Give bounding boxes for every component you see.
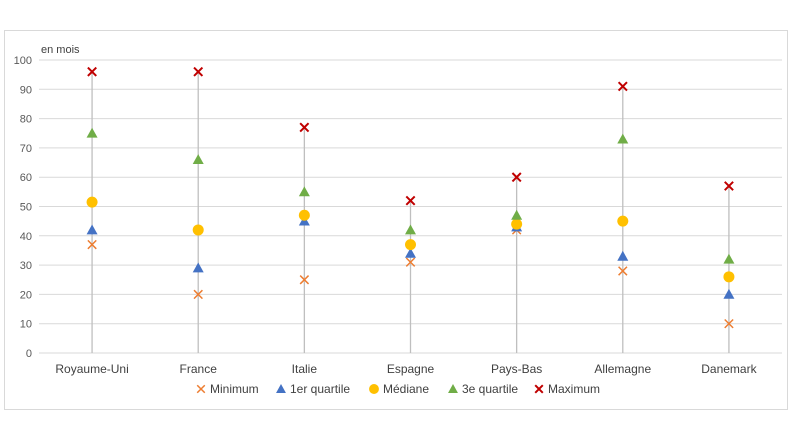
x-tick-France: France: [180, 362, 218, 376]
legend-label-1er-quartile: 1er quartile: [290, 382, 350, 396]
y-tick-10: 10: [20, 319, 32, 331]
legend-marker-3e-quartile: [448, 384, 458, 393]
marker-1er-quartile-Danemark: [723, 288, 735, 299]
marker-1er-quartile-Royaume-Uni: [86, 224, 98, 235]
marker-maximum-Pays-Bas: [511, 172, 522, 183]
legend-marker-maximum: [534, 384, 544, 394]
marker-m-diane-Allemagne: [617, 215, 629, 227]
marker-1er-quartile-Espagne: [405, 247, 416, 258]
marker-maximum-Danemark: [724, 181, 734, 191]
marker-m-diane-France: [192, 224, 204, 236]
legend-label-m-diane: Médiane: [383, 382, 429, 396]
marker-maximum-Italie: [299, 122, 310, 133]
x-tick-Royaume-Uni: Royaume-Uni: [55, 362, 128, 376]
unit-label: en mois: [41, 44, 80, 56]
marker-3e-quartile-Allemagne: [617, 133, 629, 144]
marker-minimum-Royaume-Uni: [87, 239, 97, 250]
marker-3e-quartile-Pays-Bas: [511, 209, 523, 220]
marker-minimum-Italie: [299, 275, 310, 285]
y-tick-70: 70: [20, 143, 32, 155]
legend-marker-minimum: [196, 384, 206, 394]
data-markers: [86, 66, 735, 329]
marker-maximum-Allemagne: [617, 81, 628, 92]
marker-m-diane-Royaume-Uni: [86, 196, 98, 208]
marker-minimum-France: [193, 289, 203, 300]
y-tick-90: 90: [20, 84, 32, 96]
marker-maximum-Royaume-Uni: [87, 66, 97, 77]
y-tick-30: 30: [20, 260, 32, 272]
marker-1er-quartile-France: [192, 262, 204, 273]
x-tick-Pays-Bas: Pays-Bas: [491, 362, 542, 376]
marker-m-diane-Danemark: [723, 271, 735, 283]
y-tick-40: 40: [20, 231, 32, 243]
x-tick-Espagne: Espagne: [387, 362, 435, 376]
marker-m-diane-Italie: [298, 209, 310, 221]
y-tick-60: 60: [20, 172, 32, 184]
marker-3e-quartile-France: [192, 154, 204, 165]
legend-label-3e-quartile: 3e quartile: [462, 382, 518, 396]
x-tick-Danemark: Danemark: [701, 362, 757, 376]
marker-maximum-France: [193, 66, 204, 77]
marker-minimum-Allemagne: [618, 266, 628, 276]
legend: Minimum 1er quartile Médiane 3e quartile Max…: [196, 382, 600, 396]
y-tick-labels: 0 10 20 30 40 50 60 70 80 90 100: [14, 55, 32, 360]
chart-svg: en mois 0 10 20 30 40 50 60 70 80 90 100 Royaume-U…: [14, 44, 782, 396]
range-lines: [91, 71, 730, 353]
legend-label-maximum: Maximum: [548, 382, 600, 396]
x-tick-Italie: Italie: [292, 362, 318, 376]
marker-m-diane-Pays-Bas: [511, 218, 523, 230]
y-tick-50: 50: [20, 202, 32, 214]
marker-3e-quartile-Espagne: [405, 224, 416, 235]
marker-3e-quartile-Italie: [298, 186, 310, 197]
marker-minimum-Danemark: [724, 318, 734, 329]
y-tick-100: 100: [14, 55, 32, 67]
y-tick-0: 0: [26, 348, 32, 360]
y-tick-20: 20: [20, 289, 32, 301]
legend-marker-m-diane: [369, 384, 379, 394]
marker-maximum-Espagne: [405, 195, 416, 206]
marker-1er-quartile-Allemagne: [617, 250, 629, 261]
x-tick-labels: Royaume-Uni France Italie Espagne Pays-Bas Al…: [55, 362, 757, 376]
legend-label-minimum: Minimum: [210, 382, 259, 396]
legend-marker-1er-quartile: [276, 384, 286, 393]
marker-m-diane-Espagne: [405, 239, 416, 251]
marker-minimum-Espagne: [405, 257, 416, 267]
y-tick-80: 80: [20, 114, 32, 126]
x-tick-Allemagne: Allemagne: [594, 362, 651, 376]
chart-frame: en mois 0 10 20 30 40 50 60 70 80 90 100 Royaume-U…: [4, 30, 788, 410]
marker-3e-quartile-Danemark: [723, 253, 735, 264]
marker-3e-quartile-Royaume-Uni: [86, 127, 98, 138]
